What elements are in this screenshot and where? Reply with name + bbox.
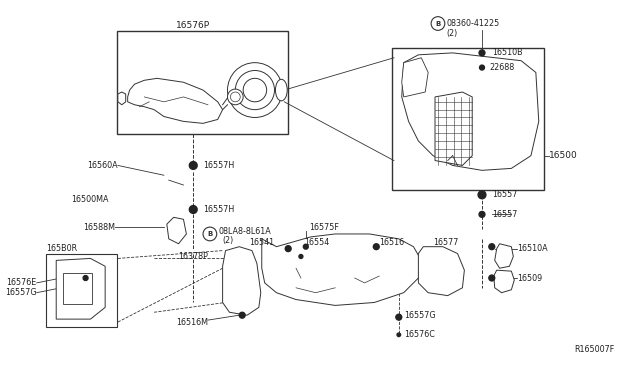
Polygon shape xyxy=(127,78,223,124)
Circle shape xyxy=(189,161,197,169)
Circle shape xyxy=(227,62,282,118)
Bar xyxy=(392,48,543,190)
Text: 16510A: 16510A xyxy=(517,244,548,253)
Circle shape xyxy=(431,17,445,31)
Text: 16557: 16557 xyxy=(492,210,517,219)
Circle shape xyxy=(489,275,495,281)
Text: 16576E: 16576E xyxy=(6,278,36,288)
Circle shape xyxy=(189,206,197,214)
Polygon shape xyxy=(435,92,472,166)
Polygon shape xyxy=(495,244,513,268)
Circle shape xyxy=(243,78,267,102)
Text: 08360-41225: 08360-41225 xyxy=(447,19,500,28)
Circle shape xyxy=(230,92,240,102)
Text: 08LA8-8L61A: 08LA8-8L61A xyxy=(219,227,271,235)
Text: 16500MA: 16500MA xyxy=(71,195,108,204)
Circle shape xyxy=(236,71,275,110)
Text: 16557: 16557 xyxy=(492,190,517,199)
Polygon shape xyxy=(118,92,125,105)
Circle shape xyxy=(239,312,245,318)
Circle shape xyxy=(396,314,402,320)
Circle shape xyxy=(489,244,495,250)
Bar xyxy=(47,254,117,327)
Bar xyxy=(63,273,92,304)
Text: 16576C: 16576C xyxy=(404,330,435,339)
Text: 16577: 16577 xyxy=(433,238,458,247)
Circle shape xyxy=(285,246,291,251)
Text: 16500: 16500 xyxy=(548,151,577,160)
Circle shape xyxy=(373,244,380,250)
Text: 16576P: 16576P xyxy=(176,21,211,30)
Circle shape xyxy=(478,191,486,199)
Text: 16588M: 16588M xyxy=(83,222,115,232)
Polygon shape xyxy=(493,270,515,293)
Text: 16557H: 16557H xyxy=(203,205,234,214)
Text: 16509: 16509 xyxy=(517,273,543,282)
Text: 16516: 16516 xyxy=(380,238,404,247)
Text: 16557G: 16557G xyxy=(5,288,36,297)
Polygon shape xyxy=(56,259,105,319)
Text: 16557H: 16557H xyxy=(203,161,234,170)
Circle shape xyxy=(397,333,401,337)
Circle shape xyxy=(479,50,485,56)
Polygon shape xyxy=(262,234,421,305)
Polygon shape xyxy=(223,247,260,315)
Circle shape xyxy=(303,244,308,249)
Text: 16560A: 16560A xyxy=(87,161,118,170)
Bar xyxy=(117,31,288,134)
Text: 16510B: 16510B xyxy=(492,48,522,57)
Text: (2): (2) xyxy=(223,236,234,245)
Text: 16575F: 16575F xyxy=(308,222,339,232)
Polygon shape xyxy=(402,58,428,97)
Text: 22688: 22688 xyxy=(490,63,515,72)
Text: 16557G: 16557G xyxy=(404,311,435,320)
Circle shape xyxy=(83,276,88,280)
Text: 16378P: 16378P xyxy=(178,252,208,261)
Circle shape xyxy=(479,65,484,70)
Text: B: B xyxy=(207,231,212,237)
Text: 16516M: 16516M xyxy=(176,318,208,327)
Text: 165B0R: 165B0R xyxy=(47,244,77,253)
Circle shape xyxy=(479,211,485,217)
Text: R165007F: R165007F xyxy=(574,345,614,355)
Circle shape xyxy=(299,254,303,259)
Text: (2): (2) xyxy=(447,29,458,38)
Circle shape xyxy=(203,227,217,241)
Ellipse shape xyxy=(275,79,287,101)
Polygon shape xyxy=(167,217,186,244)
Text: 16541: 16541 xyxy=(250,238,275,247)
Polygon shape xyxy=(402,53,539,170)
Text: 16554: 16554 xyxy=(304,238,329,247)
Polygon shape xyxy=(419,247,465,296)
Text: B: B xyxy=(435,20,440,26)
Circle shape xyxy=(227,89,243,105)
